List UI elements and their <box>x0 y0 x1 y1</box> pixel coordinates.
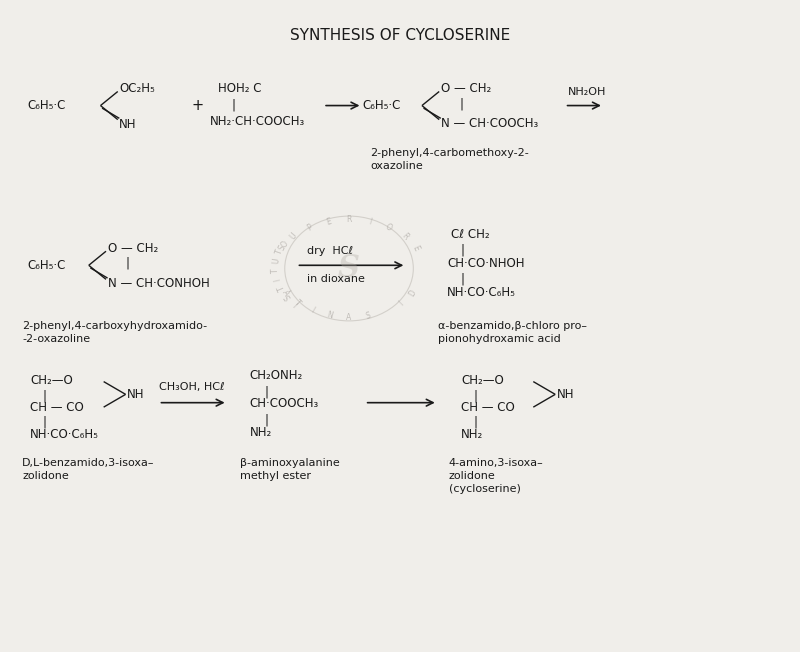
Text: T: T <box>271 268 280 273</box>
Text: N — CH·CONHOH: N — CH·CONHOH <box>107 276 210 289</box>
Text: |: | <box>461 243 465 256</box>
Text: I: I <box>273 277 282 282</box>
Text: A: A <box>346 313 352 322</box>
Text: |: | <box>42 390 46 403</box>
Text: E: E <box>410 244 421 252</box>
Text: oxazoline: oxazoline <box>370 161 423 171</box>
Text: R: R <box>346 215 352 224</box>
Text: R: R <box>399 231 410 241</box>
Text: T: T <box>292 298 302 308</box>
Text: -2-oxazoline: -2-oxazoline <box>22 334 90 344</box>
Text: |: | <box>265 385 269 398</box>
Text: |: | <box>474 416 478 429</box>
Text: S: S <box>277 244 287 252</box>
Text: O — CH₂: O — CH₂ <box>441 82 491 95</box>
Text: zolidone: zolidone <box>22 471 69 481</box>
Text: |: | <box>126 257 130 270</box>
Text: C₆H₅·C: C₆H₅·C <box>27 259 66 272</box>
Text: N: N <box>326 311 334 321</box>
Text: O — CH₂: O — CH₂ <box>107 241 158 254</box>
Text: |: | <box>461 273 465 286</box>
Text: zolidone: zolidone <box>449 471 495 481</box>
Text: D,L-benzamido,3-isoxa–: D,L-benzamido,3-isoxa– <box>22 458 154 468</box>
Text: O: O <box>280 239 290 249</box>
Text: CH₂—O: CH₂—O <box>461 374 504 387</box>
Text: NH₂: NH₂ <box>461 428 483 441</box>
Text: NH·CO·C₆H₅: NH·CO·C₆H₅ <box>30 428 99 441</box>
Text: NH·CO·C₆H₅: NH·CO·C₆H₅ <box>447 286 516 299</box>
Text: CH — CO: CH — CO <box>461 400 515 413</box>
Text: CH — CO: CH — CO <box>30 400 84 413</box>
Text: OC₂H₅: OC₂H₅ <box>119 82 155 95</box>
Text: T: T <box>274 248 285 256</box>
Text: P: P <box>305 222 314 232</box>
Text: pionohydroxamic acid: pionohydroxamic acid <box>438 334 560 344</box>
Text: CH₂—O: CH₂—O <box>30 374 73 387</box>
Text: NH: NH <box>127 388 145 401</box>
Text: I: I <box>367 217 372 226</box>
Text: N — CH·COOCH₃: N — CH·COOCH₃ <box>441 117 538 130</box>
Text: |: | <box>474 390 478 403</box>
Text: α-benzamido,β-chloro pro–: α-benzamido,β-chloro pro– <box>438 321 586 331</box>
Text: U: U <box>289 231 299 241</box>
Text: S: S <box>283 291 294 301</box>
Text: I: I <box>293 299 301 307</box>
Text: CH₃OH, HCℓ: CH₃OH, HCℓ <box>159 381 225 392</box>
Text: HOH₂ C: HOH₂ C <box>218 82 262 95</box>
Text: NH: NH <box>557 388 574 401</box>
Text: T: T <box>277 284 286 292</box>
Text: in dioxane: in dioxane <box>307 274 366 284</box>
Text: À: À <box>280 288 290 297</box>
Text: I: I <box>309 306 315 316</box>
Text: |: | <box>232 98 236 111</box>
Text: S: S <box>338 253 360 284</box>
Text: 2-phenyl,4-carbomethoxy-2-: 2-phenyl,4-carbomethoxy-2- <box>370 149 529 158</box>
Text: NH₂OH: NH₂OH <box>568 87 606 96</box>
Text: NH₂: NH₂ <box>250 426 272 439</box>
Text: C₆H₅·C: C₆H₅·C <box>362 99 401 112</box>
Text: dry  HCℓ: dry HCℓ <box>307 246 354 256</box>
Text: O: O <box>384 222 394 233</box>
Text: 4-amino,3-isoxa–: 4-amino,3-isoxa– <box>449 458 543 468</box>
Text: 2-phenyl,4-carboxyhydroxamido-: 2-phenyl,4-carboxyhydroxamido- <box>22 321 207 331</box>
Text: Cℓ CH₂: Cℓ CH₂ <box>451 228 490 241</box>
Text: U: U <box>271 258 281 265</box>
Text: |: | <box>459 97 463 110</box>
Text: NH: NH <box>119 118 137 131</box>
Text: |: | <box>265 413 269 426</box>
Text: S: S <box>365 311 371 321</box>
Text: E: E <box>325 216 332 226</box>
Text: (cycloserine): (cycloserine) <box>449 484 521 494</box>
Text: NH₂·CH·COOCH₃: NH₂·CH·COOCH₃ <box>210 115 306 128</box>
Text: methyl ester: methyl ester <box>240 471 311 481</box>
Text: I: I <box>397 299 405 307</box>
Text: D: D <box>407 288 418 298</box>
Text: CH·COOCH₃: CH·COOCH₃ <box>250 398 318 411</box>
Text: SYNTHESIS OF CYCLOSERINE: SYNTHESIS OF CYCLOSERINE <box>290 28 510 43</box>
Text: β-aminoxyalanine: β-aminoxyalanine <box>240 458 340 468</box>
Text: CH₂ONH₂: CH₂ONH₂ <box>250 368 302 381</box>
Text: |: | <box>42 416 46 429</box>
Text: +: + <box>192 98 204 113</box>
Text: CH·CO·NHOH: CH·CO·NHOH <box>447 257 525 270</box>
Text: C₆H₅·C: C₆H₅·C <box>27 99 66 112</box>
